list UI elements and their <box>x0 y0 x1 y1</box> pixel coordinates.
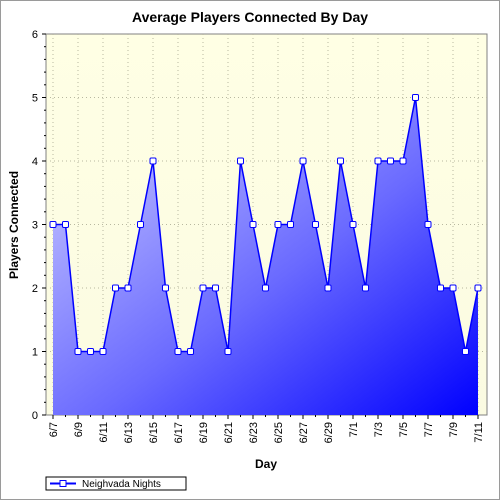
data-point-6-7 <box>49 221 57 228</box>
x-axis-label: Day <box>255 457 277 471</box>
data-point-6-9 <box>74 348 82 355</box>
x-tick-label: 7/1 <box>348 422 360 437</box>
y-tick-label: 4 <box>32 156 38 168</box>
data-point-7-9 <box>449 284 457 292</box>
data-point-6-29 <box>324 284 332 292</box>
x-axis-ticks: 6/7 6/9 6/11 6/13 6/15 6/17 6/19 6/21 6/23 6/25 6/… <box>48 415 485 443</box>
data-point-6-20 <box>212 284 219 292</box>
data-point-6-18 <box>187 348 194 355</box>
legend-label: Neighvada Nights <box>82 479 161 490</box>
data-point-7-1 <box>349 221 357 228</box>
data-point-7-6 <box>412 94 419 101</box>
data-points <box>49 94 482 355</box>
x-tick-label: 6/7 <box>48 422 60 437</box>
data-point-6-10 <box>87 348 94 355</box>
x-tick-label: 6/29 <box>323 422 335 443</box>
data-point-6-30 <box>337 157 344 165</box>
data-point-7-11 <box>474 284 482 292</box>
x-tick-label: 6/9 <box>73 422 85 437</box>
data-point-6-15 <box>149 157 157 165</box>
x-tick-label: 6/19 <box>198 422 210 443</box>
series-area <box>53 97 478 415</box>
data-point-7-8 <box>437 284 444 292</box>
data-point-6-12 <box>112 284 119 292</box>
data-point-6-25 <box>274 221 282 228</box>
x-tick-label: 6/17 <box>173 422 185 443</box>
y-axis-ticks: 0 1 2 3 4 5 6 <box>32 29 46 422</box>
y-tick-label: 5 <box>32 93 38 105</box>
data-point-7-10 <box>462 348 469 355</box>
data-point-7-4 <box>387 157 394 165</box>
y-tick-label: 2 <box>32 283 38 295</box>
x-tick-label: 7/7 <box>423 422 435 437</box>
data-point-6-24 <box>262 284 269 292</box>
data-point-6-17 <box>174 348 182 355</box>
chart-title: Average Players Connected By Day <box>132 9 368 25</box>
x-tick-label: 6/21 <box>223 422 235 443</box>
y-axis-label: Players Connected <box>7 171 21 279</box>
data-point-6-22 <box>237 157 244 165</box>
x-tick-label: 7/5 <box>398 422 410 437</box>
data-point-6-26 <box>287 221 294 228</box>
data-point-7-2 <box>362 284 369 292</box>
y-tick-label: 3 <box>32 220 38 232</box>
data-point-6-13 <box>124 284 132 292</box>
x-tick-label: 6/23 <box>248 422 260 443</box>
data-point-6-21 <box>224 348 232 355</box>
y-tick-label: 0 <box>32 410 38 422</box>
data-point-7-3 <box>374 157 382 165</box>
legend-marker <box>59 480 67 487</box>
x-tick-label: 6/15 <box>148 422 160 443</box>
data-point-6-23 <box>249 221 257 228</box>
x-tick-label: 6/25 <box>273 422 285 443</box>
data-point-6-14 <box>137 221 144 228</box>
data-point-7-7 <box>424 221 432 228</box>
data-point-6-16 <box>162 284 169 292</box>
data-point-6-8 <box>62 221 69 228</box>
x-tick-label: 7/11 <box>473 422 485 443</box>
data-point-6-28 <box>312 221 319 228</box>
data-point-6-11 <box>99 348 107 355</box>
y-tick-label: 6 <box>32 29 38 41</box>
legend-box <box>45 476 187 491</box>
x-tick-label: 6/11 <box>98 422 110 443</box>
x-tick-label: 6/27 <box>298 422 310 443</box>
legend: Neighvada Nights <box>45 476 187 491</box>
x-tick-label: 6/13 <box>123 422 135 443</box>
data-point-6-27 <box>299 157 307 165</box>
x-tick-label: 7/3 <box>373 422 385 437</box>
y-tick-label: 1 <box>32 347 38 359</box>
data-point-7-5 <box>399 157 407 165</box>
data-point-6-19 <box>199 284 207 292</box>
x-tick-label: 7/9 <box>448 422 460 437</box>
